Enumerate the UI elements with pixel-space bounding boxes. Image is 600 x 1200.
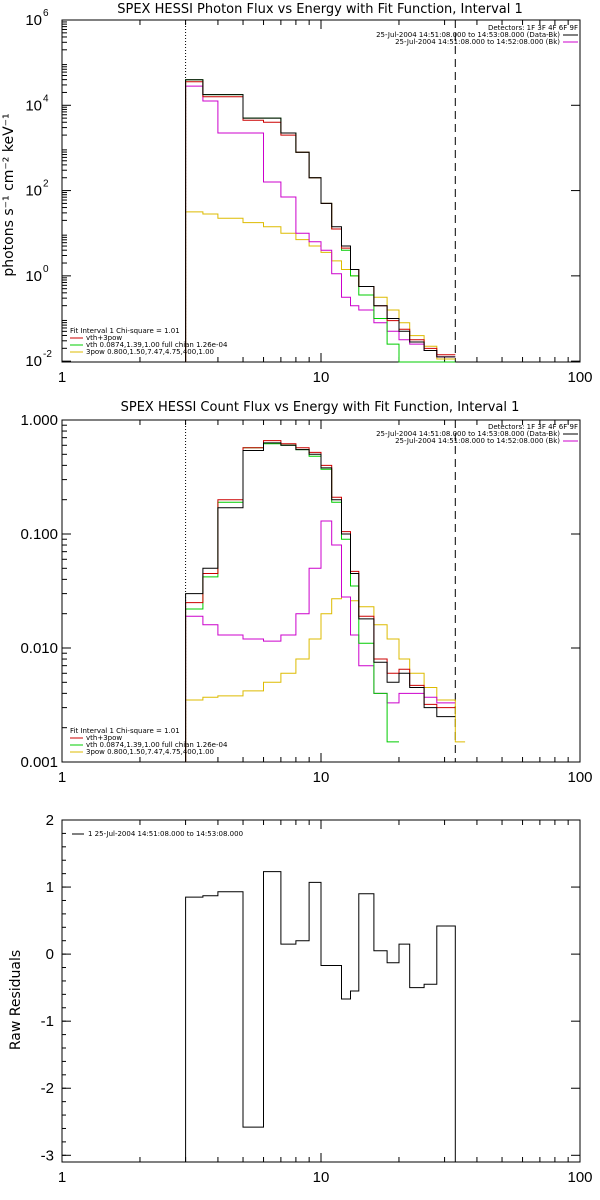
photon-y-tick-label: 10 bbox=[25, 353, 42, 370]
photon-detectors-label: Detectors: 1F 3F 4F 6F 9F bbox=[488, 24, 578, 32]
count-series-data bbox=[185, 442, 456, 762]
photon-fit-legend-title: Fit Interval 1 Chi-square = 1.01 bbox=[70, 327, 180, 335]
residuals-y-tick-label: -3 bbox=[41, 1147, 54, 1164]
residuals-y-axis-label: Raw Residuals bbox=[8, 950, 24, 1050]
count-fit-legend: Fit Interval 1 Chi-square = 1.01 vth+3po… bbox=[70, 727, 228, 756]
count-flux-chart: SPEX HESSI Count Flux vs Energy with Fit… bbox=[20, 400, 592, 786]
count-chart-title: SPEX HESSI Count Flux vs Energy with Fit… bbox=[121, 400, 520, 415]
count-y-tick-label: 0.001 bbox=[20, 754, 58, 771]
count-series-vth bbox=[185, 443, 399, 762]
residuals-x-tick-label: 100 bbox=[567, 1169, 592, 1186]
photon-y-tick-label: 10 bbox=[25, 12, 42, 29]
photon-chart-title: SPEX HESSI Photon Flux vs Energy with Fi… bbox=[117, 2, 523, 17]
photon-fit-legend-vth: vth 0.0874,1.39,1.00 full chian 1.26e-04 bbox=[86, 341, 228, 349]
count-fit-legend-vth: vth 0.0874,1.39,1.00 full chian 1.26e-04 bbox=[86, 741, 228, 749]
residuals-y-tick-label: 1 bbox=[46, 879, 54, 896]
photon-y-tick-exponent: 6 bbox=[43, 8, 49, 19]
photon-y-axis-label: photons s⁻¹ cm⁻² keV⁻¹ bbox=[1, 113, 17, 276]
photon-time-line-2: 25-Jul-2004 14:51:08.000 to 14:52:08.000… bbox=[395, 38, 560, 46]
count-x-tick-label: 100 bbox=[567, 769, 592, 786]
residuals-y-tick-label: 0 bbox=[46, 946, 54, 963]
photon-y-tick-exponent: 2 bbox=[43, 179, 49, 190]
photon-flux-chart: SPEX HESSI Photon Flux vs Energy with Fi… bbox=[1, 2, 593, 386]
count-time-line-1: 25-Jul-2004 14:51:08.000 to 14:53:08.000… bbox=[376, 430, 560, 438]
residuals-y-tick-label: -2 bbox=[41, 1080, 54, 1097]
photon-y-tick-label: 10 bbox=[25, 97, 42, 114]
photon-series-bk bbox=[185, 85, 456, 362]
photon-fit-legend-total: vth+3pow bbox=[86, 334, 122, 342]
photon-series-data bbox=[185, 79, 456, 362]
photon-fit-legend: Fit Interval 1 Chi-square = 1.01 vth+3po… bbox=[70, 327, 228, 356]
residuals-x-tick-label: 1 bbox=[58, 1169, 66, 1186]
residuals-x-tick-label: 10 bbox=[313, 1169, 330, 1186]
residuals-plot-frame bbox=[61, 819, 581, 1163]
photon-y-tick-exponent: 4 bbox=[43, 93, 49, 104]
count-detectors-label: Detectors: 1F 3F 4F 6F 9F bbox=[488, 423, 578, 431]
photon-y-tick-label: 10 bbox=[25, 183, 42, 200]
photon-series-total bbox=[185, 81, 456, 362]
count-fit-legend-3pow: 3pow 0.800,1.50,7.47,4.75,400,1.00 bbox=[86, 748, 214, 756]
residuals-chart: Raw Residuals 1 25-Jul-2004 14:51:08.000… bbox=[8, 812, 593, 1186]
photon-fit-legend-3pow: 3pow 0.800,1.50,7.47,4.75,400,1.00 bbox=[86, 348, 214, 356]
count-fit-legend-title: Fit Interval 1 Chi-square = 1.01 bbox=[70, 727, 180, 735]
count-y-tick-label: 0.100 bbox=[20, 526, 58, 543]
count-series-bk bbox=[185, 520, 456, 762]
residuals-legend: 1 25-Jul-2004 14:51:08.000 to 14:53:08.0… bbox=[88, 830, 243, 838]
count-fit-legend-total: vth+3pow bbox=[86, 734, 122, 742]
count-x-tick-label: 10 bbox=[313, 769, 330, 786]
count-y-tick-label: 0.010 bbox=[20, 640, 58, 657]
residuals-y-tick-label: 2 bbox=[46, 812, 54, 829]
photon-x-tick-label: 10 bbox=[313, 369, 330, 386]
photon-x-tick-label: 1 bbox=[58, 369, 66, 386]
residuals-y-tick-label: -1 bbox=[41, 1013, 54, 1030]
count-x-tick-label: 1 bbox=[58, 769, 66, 786]
photon-series-vth bbox=[185, 79, 456, 363]
residuals-series bbox=[185, 871, 456, 1162]
photon-time-line-1: 25-Jul-2004 14:51:08.000 to 14:53:08.000… bbox=[376, 31, 560, 39]
count-series-3pow bbox=[185, 596, 466, 762]
count-y-tick-label: 1.000 bbox=[20, 412, 58, 429]
photon-y-tick-label: 10 bbox=[25, 268, 42, 285]
photon-y-tick-exponent: 0 bbox=[43, 264, 49, 275]
count-plot-frame bbox=[61, 419, 581, 763]
count-series-total bbox=[185, 440, 456, 762]
count-time-line-2: 25-Jul-2004 14:51:08.000 to 14:52:08.000… bbox=[395, 437, 560, 445]
photon-y-tick-exponent: -2 bbox=[43, 349, 52, 360]
photon-x-tick-label: 100 bbox=[567, 369, 592, 386]
